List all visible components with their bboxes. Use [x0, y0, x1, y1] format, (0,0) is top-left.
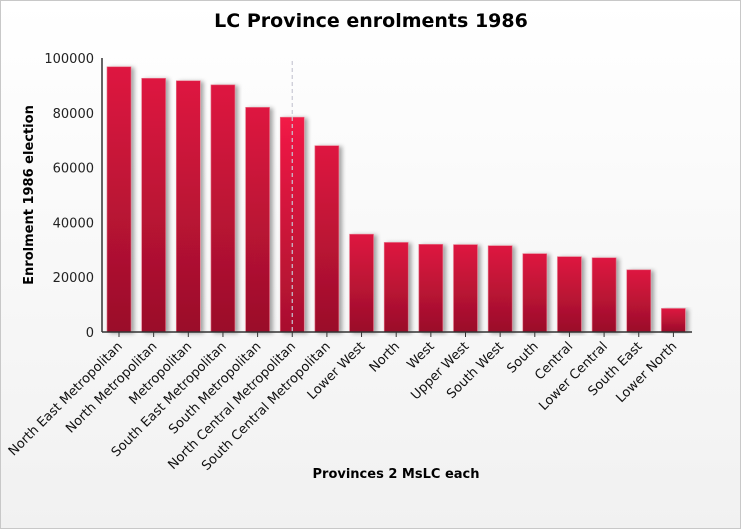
bar[interactable]: [453, 244, 478, 333]
y-tick-label: 80000: [53, 107, 94, 122]
bar[interactable]: [591, 257, 617, 333]
bar[interactable]: [106, 66, 132, 333]
bar[interactable]: [210, 84, 236, 333]
bar[interactable]: [349, 233, 374, 333]
x-axis-label: Provinces 2 MsLC each: [313, 467, 480, 482]
y-tick-label: 0: [86, 326, 94, 341]
y-tick-label: 60000: [53, 162, 94, 177]
bar[interactable]: [314, 145, 340, 333]
bar[interactable]: [661, 308, 686, 333]
bar[interactable]: [522, 253, 548, 333]
y-tick-label: 40000: [53, 216, 94, 231]
bar[interactable]: [141, 77, 166, 333]
y-tick-label: 100000: [44, 52, 94, 67]
chart-title: LC Province enrolments 1986: [214, 10, 528, 32]
bar[interactable]: [176, 80, 201, 333]
bar[interactable]: [557, 256, 582, 333]
bar[interactable]: [487, 245, 513, 333]
x-tick-label: North: [367, 339, 403, 375]
bar[interactable]: [383, 242, 409, 333]
y-tick-label: 20000: [53, 271, 94, 286]
x-tick-label: Lower North: [613, 339, 680, 406]
bar[interactable]: [418, 244, 444, 333]
y-axis-label: Enrolment 1986 election: [22, 105, 37, 285]
bar[interactable]: [245, 107, 270, 333]
bar[interactable]: [626, 269, 652, 333]
